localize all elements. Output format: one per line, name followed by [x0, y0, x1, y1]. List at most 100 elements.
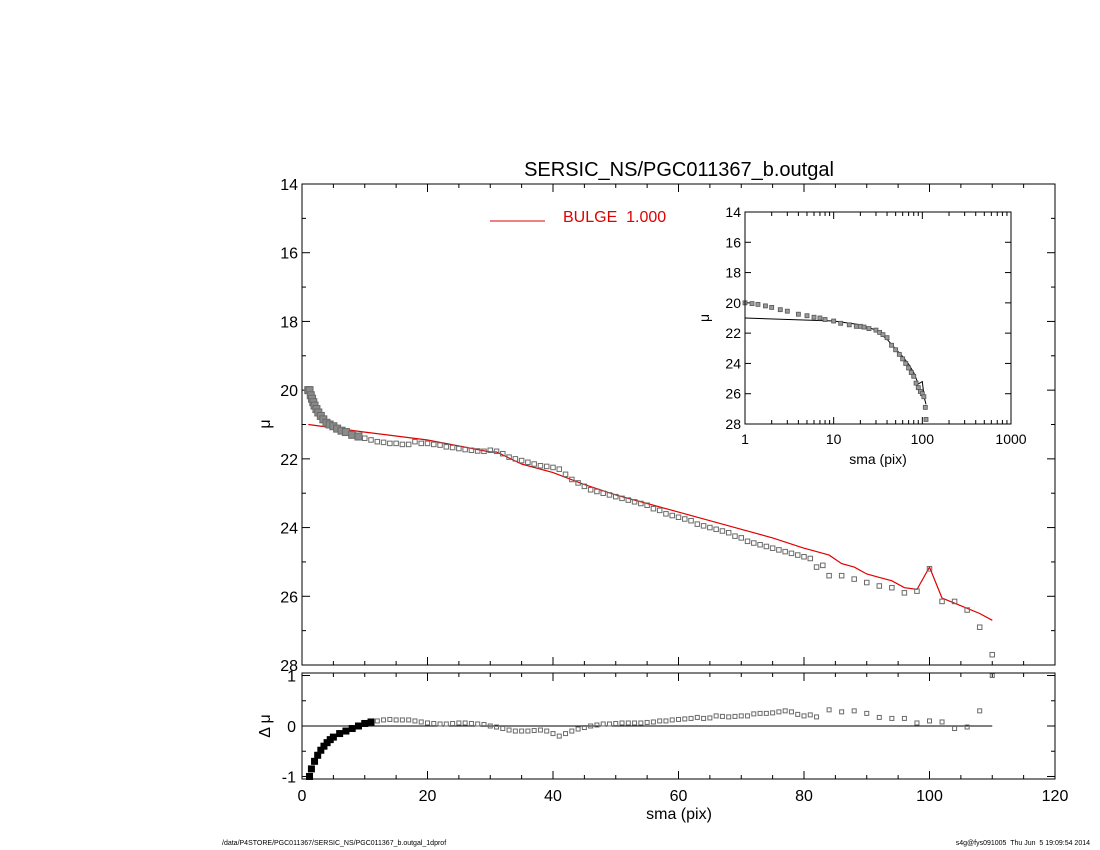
residual-point: [348, 725, 356, 733]
data-point: [424, 440, 431, 447]
data-point: [813, 564, 820, 570]
inset-data-point: [911, 373, 917, 379]
data-point: [368, 437, 374, 443]
data-point: [864, 579, 870, 586]
residual-point: [475, 721, 481, 727]
data-point: [826, 572, 832, 579]
residual-point: [713, 713, 719, 719]
residual-point: [525, 728, 531, 734]
data-point: [656, 507, 663, 514]
residual-y-tick-label: 0: [287, 719, 296, 736]
data-point: [663, 511, 669, 517]
residual-point: [732, 713, 738, 719]
inset-data-point: [889, 342, 894, 348]
residual-point: [431, 720, 437, 726]
data-point: [901, 590, 908, 596]
inset-data-point: [804, 313, 810, 319]
inset-data-point: [913, 380, 919, 386]
residual-point: [745, 713, 751, 719]
data-point: [575, 480, 581, 486]
residual-point: [682, 716, 688, 722]
data-point: [550, 464, 556, 471]
data-point: [399, 441, 406, 448]
x-tick-label: 100: [916, 788, 943, 805]
data-point: [443, 444, 450, 450]
residual-point: [500, 726, 506, 732]
residual-point: [839, 709, 845, 715]
residual-point: [425, 720, 430, 726]
residual-point: [638, 720, 644, 726]
inset-x-tick-label: 1: [741, 431, 749, 447]
inset-data-point: [923, 417, 929, 422]
data-point: [481, 448, 487, 455]
data-point: [769, 545, 776, 551]
data-point: [619, 495, 625, 502]
residual-point: [707, 715, 713, 721]
data-point: [500, 450, 506, 457]
data-point: [613, 493, 619, 500]
data-point: [487, 447, 493, 454]
inset-y-tick-label: 28: [725, 416, 741, 432]
data-point: [951, 598, 958, 605]
inset-data-point: [795, 311, 801, 317]
residual-point: [336, 730, 344, 738]
data-point: [838, 572, 845, 579]
data-point: [431, 441, 437, 448]
data-point: [700, 523, 707, 529]
inset-data-point: [908, 370, 914, 375]
residual-point: [519, 728, 525, 734]
residual-point: [663, 718, 669, 724]
data-point: [525, 459, 531, 466]
main-y-tick-label: 22: [280, 452, 298, 469]
residual-point: [795, 711, 801, 717]
x-tick-label: 40: [544, 788, 562, 805]
data-point: [732, 533, 738, 539]
residual-point: [650, 719, 656, 725]
residual-point: [367, 718, 375, 726]
data-point: [820, 562, 826, 569]
inset-x-tick-label: 100: [911, 431, 935, 447]
inset-y-tick-label: 14: [725, 204, 741, 220]
residual-point: [307, 765, 315, 773]
data-point: [763, 543, 770, 550]
data-point: [587, 487, 594, 493]
residual-point: [468, 720, 474, 726]
data-point: [964, 607, 970, 613]
data-point: [794, 552, 801, 558]
residual-point: [329, 733, 337, 741]
residual-point: [418, 719, 424, 725]
data-point: [518, 457, 525, 464]
residual-data-marks: [306, 673, 995, 780]
data-point: [405, 441, 412, 448]
inset-data-marks: [742, 300, 929, 422]
inset-y-axis-label: μ: [696, 314, 712, 322]
data-point: [751, 540, 757, 546]
residual-point: [406, 717, 412, 723]
residual-point: [644, 719, 650, 725]
data-point: [412, 438, 418, 445]
residual-point: [462, 720, 468, 726]
residual-point: [763, 710, 769, 716]
residual-point: [864, 710, 870, 716]
inset-data-point: [866, 326, 872, 332]
data-point: [644, 502, 650, 508]
footer-timestamp: s4g@fys091005 Thu Jun 5 19:09:54 2014: [955, 840, 1090, 847]
residual-point: [788, 709, 794, 715]
residual-point: [387, 716, 393, 722]
data-point: [493, 448, 500, 455]
residual-point: [851, 708, 857, 714]
inset-data-point: [861, 324, 867, 330]
data-point: [744, 538, 751, 545]
residual-point: [437, 721, 443, 727]
residual-plot-frame: [301, 672, 1056, 780]
main-y-tick-label: 16: [280, 246, 298, 263]
inset-data-point: [755, 301, 761, 307]
residual-point: [588, 723, 594, 729]
residual-point: [381, 717, 387, 723]
inset-y-tick-label: 26: [725, 386, 741, 402]
residual-point: [531, 728, 537, 734]
residual-point: [594, 722, 600, 728]
inset-y-tick-label: 20: [725, 295, 741, 311]
